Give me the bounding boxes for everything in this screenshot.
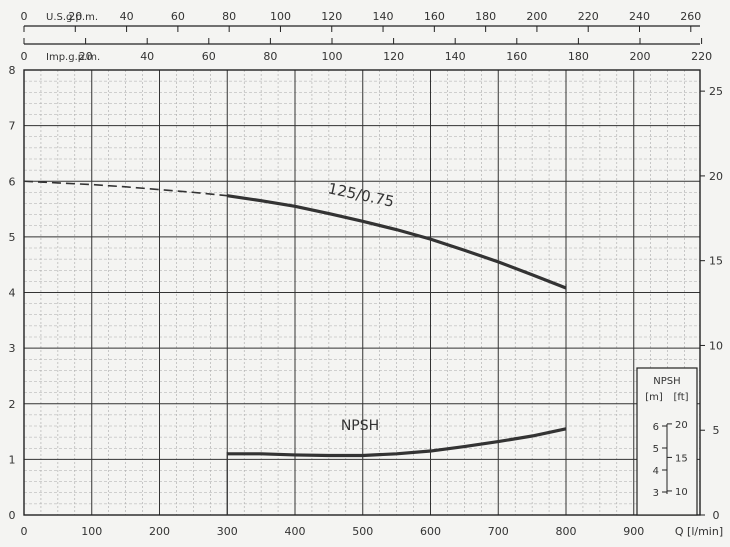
x-tick-label: 100 <box>81 525 102 538</box>
x-tick-label: 800 <box>556 525 577 538</box>
npsh-ft-tick-label: 20 <box>675 420 688 431</box>
x-tick-label: 0 <box>21 525 28 538</box>
y-right-tick-label: 0 <box>713 509 720 522</box>
x-axis-label: Q [l/min] <box>675 525 723 538</box>
series-line <box>227 194 567 290</box>
y-axis-right: 0 5 10 15 20 25 <box>700 85 723 522</box>
usgpm-tick-label: 100 <box>270 10 291 23</box>
impgpm-tick-label: 180 <box>568 50 589 63</box>
top-axis-usgpm: 0 20 40 60 80 100 120 140 160 180 200 220 240 260 U.S.… <box>21 10 701 32</box>
x-tick-label: 300 <box>217 525 238 538</box>
npsh-legend-title: NPSH <box>653 376 680 387</box>
top-axis-impgpm: 0 20 40 60 80 100 120 140 160 180 200 220 Imp.g.p.m. <box>21 38 712 63</box>
usgpm-tick-label: 220 <box>578 10 599 23</box>
y-right-tick-label: 15 <box>709 255 723 268</box>
y-tick-label: 7 <box>9 120 16 133</box>
series-label: 125/0.75 <box>326 179 395 211</box>
npsh-m-tick-label: 4 <box>653 466 659 477</box>
impgpm-tick-label: 100 <box>321 50 342 63</box>
npsh-legend-units-m: [m] <box>645 392 663 403</box>
impgpm-tick-label: 120 <box>383 50 404 63</box>
y-tick-label: 2 <box>9 398 16 411</box>
y-tick-label: 4 <box>9 287 16 300</box>
y-right-tick-label: 25 <box>709 85 723 98</box>
usgpm-tick-label: 40 <box>120 10 134 23</box>
npsh-ft-tick-label: 10 <box>675 487 688 498</box>
y-tick-label: 3 <box>9 342 16 355</box>
plot-frame <box>23 69 701 516</box>
x-tick-label: 600 <box>420 525 441 538</box>
series-line-dashed <box>23 180 228 197</box>
x-tick-label: 400 <box>285 525 306 538</box>
impgpm-tick-label: 20 <box>79 50 93 63</box>
usgpm-tick-label: 0 <box>21 10 28 23</box>
npsh-m-tick-label: 6 <box>653 422 659 433</box>
x-tick-label: 700 <box>488 525 509 538</box>
usgpm-tick-label: 260 <box>680 10 701 23</box>
usgpm-tick-label: 60 <box>171 10 185 23</box>
usgpm-tick-label: 140 <box>373 10 394 23</box>
npsh-legend-box: NPSH [m] [ft] 3 4 5 6 10 15 20 <box>636 367 698 516</box>
y-axis-left: 0 1 2 3 4 5 6 7 8 <box>9 64 16 522</box>
impgpm-tick-label: 160 <box>506 50 527 63</box>
usgpm-tick-label: 20 <box>68 10 82 23</box>
impgpm-tick-label: 0 <box>21 50 28 63</box>
y-tick-label: 5 <box>9 231 16 244</box>
impgpm-tick-label: 220 <box>691 50 712 63</box>
impgpm-axis-label: Imp.g.p.m. <box>46 52 100 63</box>
usgpm-tick-label: 80 <box>222 10 236 23</box>
x-tick-label: 900 <box>623 525 644 538</box>
impgpm-tick-label: 60 <box>202 50 216 63</box>
usgpm-tick-label: 240 <box>629 10 650 23</box>
usgpm-tick-label: 200 <box>526 10 547 23</box>
usgpm-axis-label: U.S.g.p.m. <box>46 12 98 23</box>
usgpm-tick-label: 160 <box>424 10 445 23</box>
usgpm-tick-label: 180 <box>475 10 496 23</box>
npsh-m-tick-label: 3 <box>653 488 659 499</box>
y-right-tick-label: 5 <box>713 424 720 437</box>
npsh-m-tick-label: 5 <box>653 444 659 455</box>
impgpm-tick-label: 140 <box>445 50 466 63</box>
y-right-tick-label: 20 <box>709 170 723 183</box>
impgpm-tick-label: 200 <box>629 50 650 63</box>
y-tick-label: 8 <box>9 64 16 77</box>
y-tick-label: 6 <box>9 175 16 188</box>
usgpm-tick-label: 120 <box>321 10 342 23</box>
y-tick-label: 0 <box>9 509 16 522</box>
y-tick-label: 1 <box>9 453 16 466</box>
impgpm-tick-label: 40 <box>140 50 154 63</box>
y-right-tick-label: 10 <box>709 339 723 352</box>
npsh-legend-units-ft: [ft] <box>673 392 688 403</box>
x-tick-label: 500 <box>352 525 373 538</box>
x-tick-label: 200 <box>149 525 170 538</box>
impgpm-tick-label: 80 <box>263 50 277 63</box>
series-line <box>227 427 567 458</box>
x-axis: 0 100 200 300 400 500 600 700 800 900 Q [l/min] <box>21 525 724 538</box>
series-label: NPSH <box>341 418 379 434</box>
npsh-ft-tick-label: 15 <box>675 453 688 464</box>
